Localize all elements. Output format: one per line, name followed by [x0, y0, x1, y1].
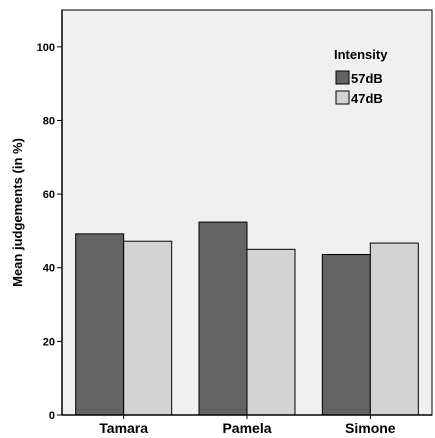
y-tick-label-0: 0	[49, 410, 55, 422]
y-tick-label-20: 20	[43, 336, 55, 348]
bar-pamela-57db	[198, 221, 248, 416]
x-tick-label-tamara: Tamara	[99, 420, 148, 436]
bar-tamara-47db	[123, 240, 173, 416]
legend-swatch-57db	[335, 70, 350, 85]
y-axis-label: Mean judgements (in %)	[10, 138, 25, 287]
legend: Intensity 57dB 47dB	[334, 47, 388, 106]
bar-pamela-47db	[246, 248, 296, 416]
x-tick-label-pamela: Pamela	[222, 420, 271, 436]
y-tick-label-40: 40	[43, 263, 55, 275]
legend-swatch-47db	[335, 90, 350, 105]
bar-simone-57db	[321, 253, 371, 416]
legend-label-47db: 47dB	[351, 91, 383, 106]
y-tick-label-80: 80	[43, 115, 55, 127]
legend-label-57db: 57dB	[351, 71, 383, 86]
axes-group: 0 20 40 60 80 100	[37, 10, 432, 422]
bars-group: Tamara Pamela Simone	[75, 221, 419, 436]
bar-tamara-57db	[75, 233, 125, 416]
y-tick-label-60: 60	[43, 189, 55, 201]
y-tick-label-100: 100	[37, 42, 55, 54]
legend-title: Intensity	[334, 47, 388, 62]
x-tick-label-simone: Simone	[345, 420, 396, 436]
bar-simone-47db	[369, 242, 419, 416]
